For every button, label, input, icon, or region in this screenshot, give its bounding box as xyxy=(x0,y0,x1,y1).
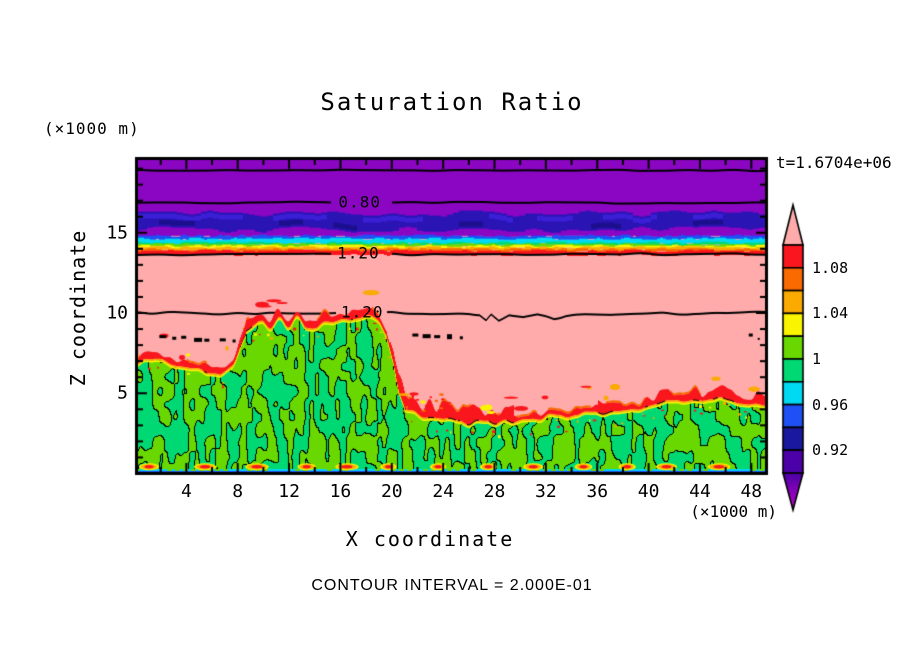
colorbar-tick-label: 0.96 xyxy=(812,395,849,414)
x-tick-label: 4 xyxy=(180,481,192,502)
x-tick-label: 16 xyxy=(329,481,352,502)
contour-interval-note: CONTOUR INTERVAL = 2.000E-01 xyxy=(311,577,593,594)
z-tick-label: 5 xyxy=(117,382,128,404)
z-tick-label: 10 xyxy=(106,302,128,324)
contour-line-label: 0.80 xyxy=(338,192,381,212)
x-tick-label: 8 xyxy=(232,481,244,502)
x-tick-label: 28 xyxy=(483,481,506,502)
colorbar-tick-label: 0.92 xyxy=(812,441,849,460)
z-axis-title: Z coordinate xyxy=(66,229,90,387)
colorbar-tick-label: 1 xyxy=(812,350,822,368)
x-tick-label: 48 xyxy=(740,481,763,502)
x-tick-label: 44 xyxy=(689,481,711,502)
chart-title: Saturation Ratio xyxy=(320,88,584,116)
x-tick-label: 20 xyxy=(380,481,403,502)
colorbar-tick-label: 1.08 xyxy=(812,258,849,277)
contour-line-label: 1.20 xyxy=(341,302,384,322)
x-tick-label: 12 xyxy=(278,481,300,502)
z-axis-unit: (×1000 m) xyxy=(44,119,140,138)
z-tick-label: 15 xyxy=(106,222,128,244)
time-annotation: t=1.6704e+06 xyxy=(776,153,892,172)
x-axis-title: X coordinate xyxy=(345,527,515,551)
x-tick-label: 40 xyxy=(637,481,660,502)
x-tick-label: 36 xyxy=(586,481,609,502)
x-tick-label: 24 xyxy=(432,481,454,502)
colorbar-tick-label: 1.04 xyxy=(812,304,849,323)
x-tick-label: 32 xyxy=(535,481,557,502)
x-axis-unit: (×1000 m) xyxy=(690,502,777,521)
contour-line-label: 1.20 xyxy=(337,243,380,263)
